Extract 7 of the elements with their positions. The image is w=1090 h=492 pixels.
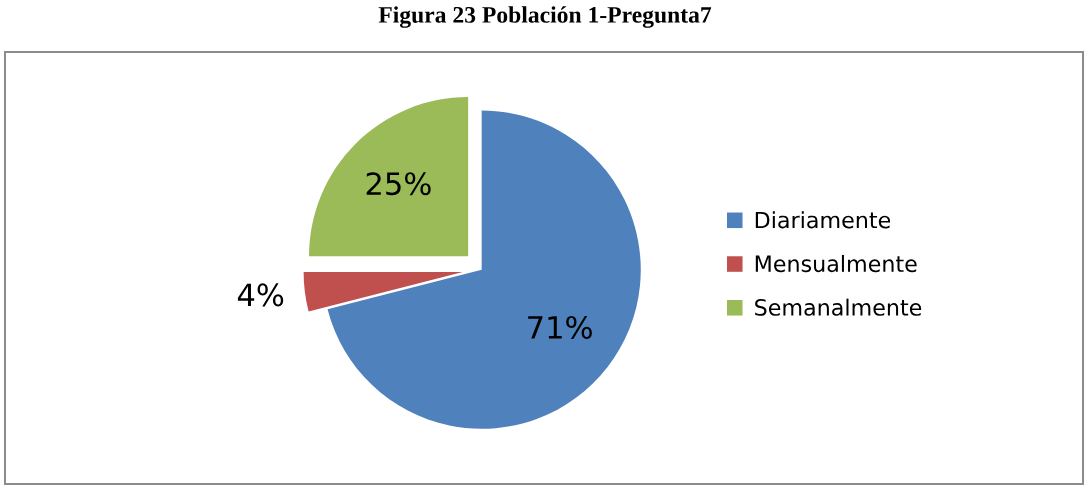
legend-label: Mensualmente — [755, 254, 917, 273]
data-label: 4% — [237, 283, 284, 307]
data-label: 25% — [366, 172, 431, 196]
legend-label: Semanalmente — [755, 298, 922, 316]
legend-label: Diariamente — [755, 211, 891, 229]
data-label: 71% — [528, 315, 592, 339]
chart-title: Figura 23 Población 1-Pregunta7 — [378, 6, 712, 28]
